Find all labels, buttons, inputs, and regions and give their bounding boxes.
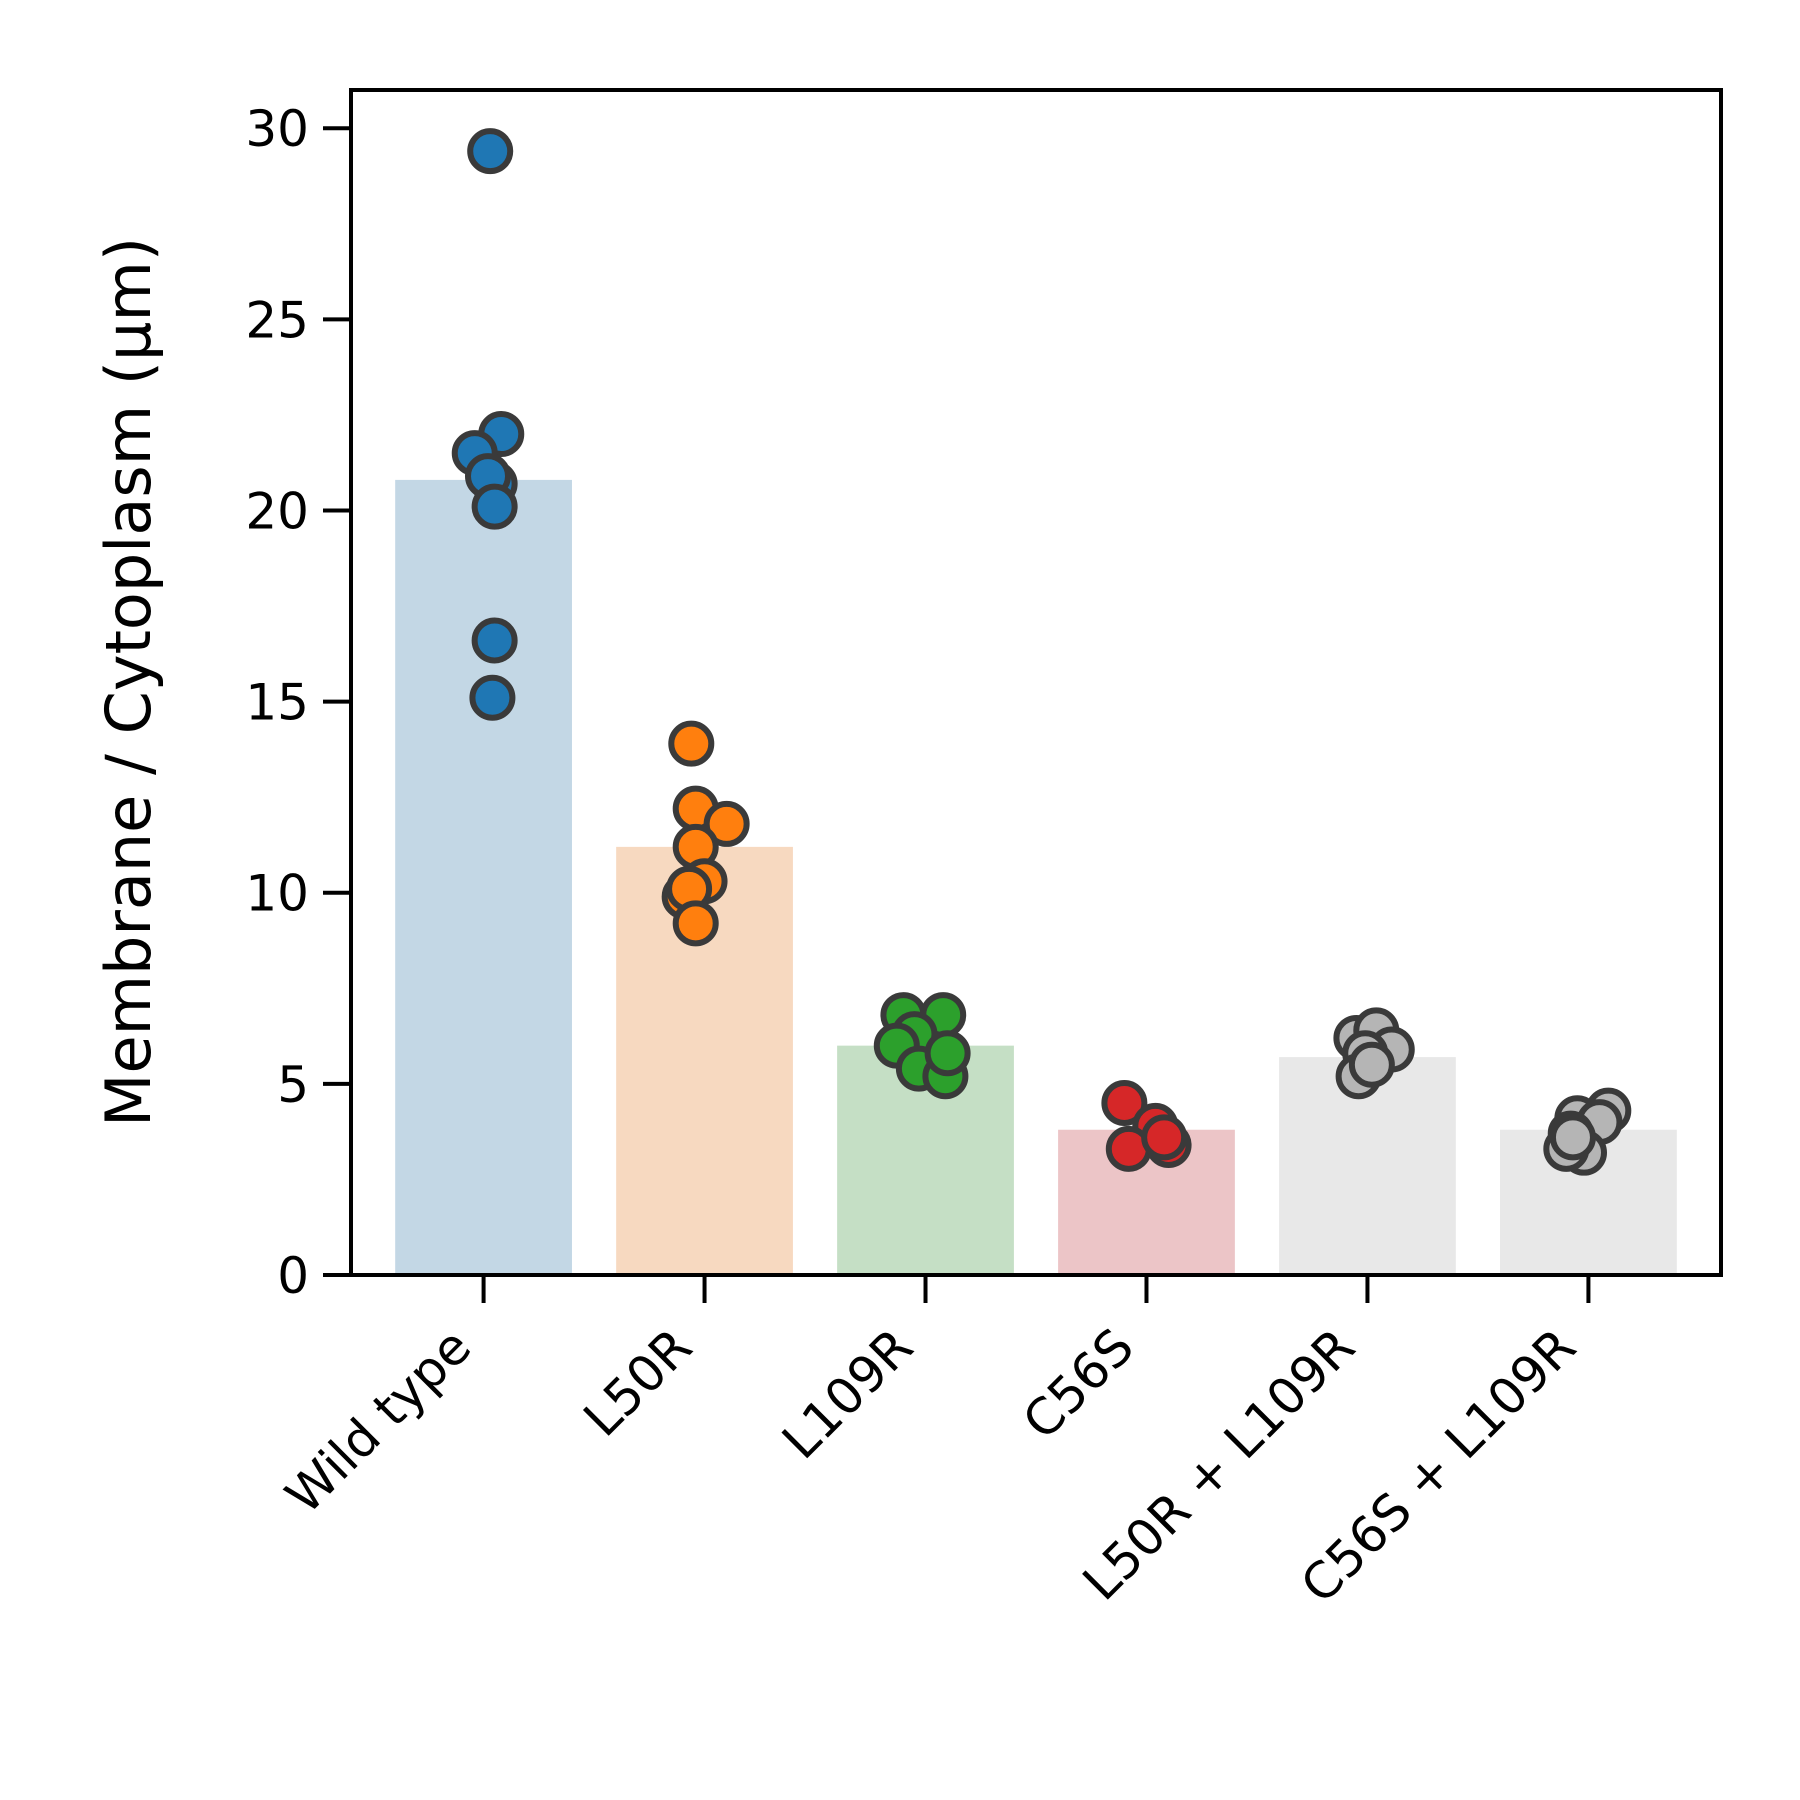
y-axis: 0 5 10 15 20 25 30 xyxy=(245,100,351,1305)
data-point-3-0 xyxy=(1101,1079,1148,1126)
data-point-0-5 xyxy=(471,483,518,530)
y-tick-label-6: 30 xyxy=(245,100,309,158)
data-point-0-6 xyxy=(471,617,518,664)
y-tick-label-0: 0 xyxy=(277,1247,309,1305)
x-tick-label-1: L50R xyxy=(573,1317,703,1447)
data-point-1-7 xyxy=(672,900,719,947)
data-point-1-2 xyxy=(703,800,750,847)
data-point-2-6 xyxy=(924,1030,971,1077)
y-tick-label-4: 20 xyxy=(245,482,309,540)
data-point-0-0 xyxy=(467,128,514,175)
y-tick-label-1: 5 xyxy=(277,1056,309,1114)
data-point-5-6 xyxy=(1549,1114,1596,1161)
y-tick-label-3: 15 xyxy=(245,674,309,732)
data-point-4-5 xyxy=(1348,1041,1395,1088)
y-tick-label-5: 25 xyxy=(245,291,309,349)
bar-0 xyxy=(395,479,572,1276)
bars-layer xyxy=(395,479,1677,1276)
plot-frame xyxy=(349,88,1723,1277)
y-axis-title: Membrane / Cytoplasm (µm) xyxy=(92,237,165,1127)
x-tick-label-2: L109R xyxy=(771,1317,924,1470)
data-point-3-4 xyxy=(1141,1114,1188,1161)
points-layer xyxy=(451,128,1632,1176)
y-tick-label-2: 10 xyxy=(245,865,309,923)
data-point-0-7 xyxy=(469,674,516,721)
x-tick-label-3: C56S xyxy=(1012,1317,1145,1450)
x-tick-label-0: Wild type xyxy=(275,1317,483,1525)
data-point-1-0 xyxy=(668,720,715,767)
